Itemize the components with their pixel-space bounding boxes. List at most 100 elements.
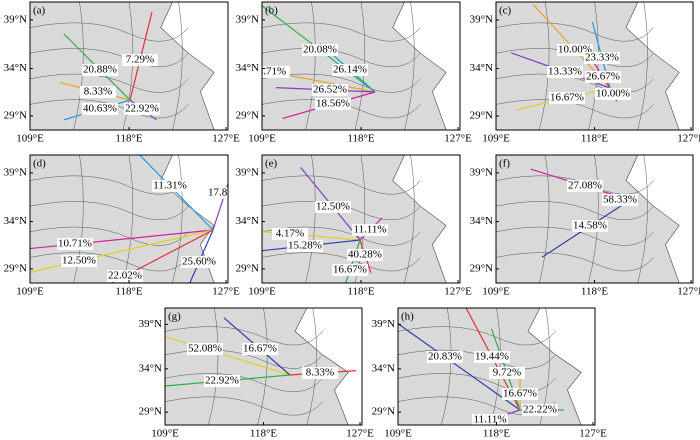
- percentage-label: 17.86%: [208, 187, 242, 199]
- percentage-label: 4.17%: [276, 228, 304, 240]
- x-tick-label: 109°E: [151, 428, 179, 440]
- y-tick-label: 39°N: [4, 166, 27, 178]
- province-border: [165, 326, 323, 346]
- label-bg: [547, 66, 583, 78]
- label-bg: [522, 404, 558, 416]
- label-bg: [204, 375, 240, 387]
- x-tick-label: 109°E: [482, 133, 510, 145]
- province-border: [165, 373, 323, 393]
- y-tick-label: 29°N: [4, 262, 27, 274]
- label-bg: [187, 343, 223, 355]
- label-bg: [584, 52, 620, 64]
- label-bg: [427, 351, 463, 363]
- sea: [294, 308, 362, 425]
- y-tick-label: 34°N: [139, 362, 162, 374]
- x-tick-label: 127°E: [444, 133, 472, 145]
- y-tick-label: 29°N: [470, 262, 493, 274]
- label-bg: [332, 64, 368, 76]
- label-bg: [595, 88, 631, 100]
- province-border: [404, 155, 415, 283]
- province-border: [496, 226, 654, 246]
- label-bg: [549, 92, 585, 104]
- percentage-label: 16.67%: [243, 343, 277, 355]
- label-bg: [152, 180, 188, 192]
- y-tick-label: 34°N: [372, 362, 395, 374]
- label-bg: [312, 84, 348, 96]
- province-border: [257, 308, 268, 425]
- percentage-label: 16.67%: [333, 264, 367, 276]
- label-bg: [207, 187, 228, 199]
- label-bg: [302, 367, 338, 379]
- percentage-label: 52.08%: [188, 343, 222, 355]
- y-tick-label: 29°N: [470, 109, 493, 121]
- province-border: [172, 2, 183, 130]
- province-border: [30, 252, 189, 272]
- label-bg: [82, 103, 118, 115]
- percentage-label: 10.00%: [596, 88, 630, 100]
- map-panel: 7.29% 20.88% 8.33% 40.63% 22.92%: [30, 2, 228, 130]
- percentage-label: 16.67%: [550, 92, 584, 104]
- x-tick-label: 127°E: [346, 428, 374, 440]
- sea: [392, 2, 460, 130]
- percentage-label: 27.08%: [568, 180, 602, 192]
- province-border: [398, 326, 556, 346]
- percentage-label: 20.88%: [83, 64, 117, 76]
- label-bg: [124, 103, 160, 115]
- panel-label: (a): [33, 5, 46, 17]
- province-border: [262, 99, 421, 119]
- province-border: [262, 22, 421, 42]
- sea: [160, 2, 228, 130]
- x-tick-label: 109°E: [16, 133, 44, 145]
- province-border: [398, 373, 556, 393]
- label-bg: [489, 367, 525, 379]
- percentage-label: 15.28%: [288, 240, 322, 252]
- percentage-label: 23.33%: [585, 52, 619, 64]
- province-border: [262, 226, 421, 246]
- percentage-label: 26.14%: [333, 64, 367, 76]
- label-bg: [315, 201, 351, 213]
- sea: [527, 308, 595, 425]
- province-border: [30, 22, 189, 42]
- map-panel: 12.50%11.11% 4.17%15.28% 40.28% 16.67%: [262, 155, 460, 283]
- percentage-label: 26.67%: [586, 71, 620, 83]
- x-tick-label: 127°E: [677, 133, 700, 145]
- y-tick-label: 29°N: [4, 109, 27, 121]
- percentage-label: 13.33%: [548, 66, 582, 78]
- province-border: [305, 155, 316, 283]
- percentage-label: 11.11%: [473, 414, 506, 426]
- x-tick-label: 109°E: [248, 133, 276, 145]
- y-tick-label: 39°N: [372, 318, 395, 330]
- province-border: [588, 2, 599, 130]
- label-bg: [107, 270, 143, 282]
- label-bg: [315, 98, 351, 110]
- percentage-label: 40.28%: [348, 249, 382, 261]
- percentage-label: 22.02%: [108, 270, 142, 282]
- percentage-label: 22.22%: [523, 404, 557, 416]
- province-border: [30, 73, 189, 93]
- panel-label: (b): [265, 5, 278, 17]
- percentage-label: 20.08%: [303, 44, 337, 56]
- panel-label: (c): [499, 5, 512, 17]
- province-border: [172, 155, 183, 283]
- x-tick-label: 118°E: [581, 133, 608, 145]
- province-border: [30, 201, 189, 221]
- percentage-label: 8.33%: [84, 86, 112, 98]
- y-tick-label: 29°N: [236, 262, 259, 274]
- province-border: [305, 2, 316, 130]
- label-bg: [262, 66, 290, 78]
- x-tick-label: 118°E: [250, 428, 277, 440]
- province-border: [539, 155, 550, 283]
- province-border: [496, 201, 654, 221]
- label-bg: [332, 264, 368, 276]
- x-tick-label: 127°E: [579, 428, 607, 440]
- x-tick-label: 118°E: [581, 286, 608, 298]
- label-bg: [585, 71, 621, 83]
- panel-label: (h): [401, 311, 414, 323]
- percentage-label: 18.56%: [316, 98, 350, 110]
- label-bg: [602, 194, 638, 206]
- province-border: [637, 155, 648, 283]
- label-bg: [80, 86, 116, 98]
- x-tick-label: 127°E: [212, 133, 240, 145]
- province-border: [262, 252, 421, 272]
- label-bg: [302, 44, 338, 56]
